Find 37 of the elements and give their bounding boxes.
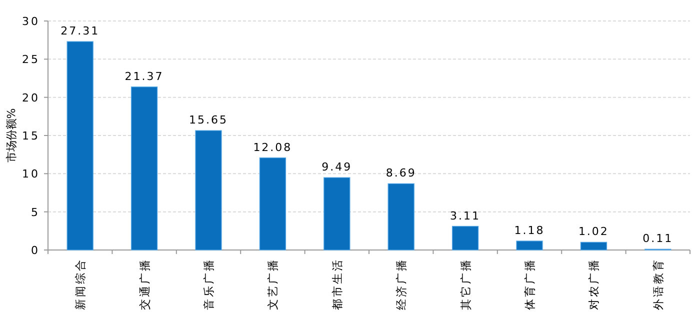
x-tick-label: 外语教育 <box>652 258 665 310</box>
bar <box>259 157 286 250</box>
data-label: 8.69 <box>386 166 416 180</box>
y-tick-label: 25 <box>22 53 40 66</box>
data-label: 15.65 <box>189 114 228 127</box>
y-tick-label: 15 <box>22 130 40 142</box>
x-tick-label: 其它广播 <box>459 258 472 310</box>
y-axis-title: 市场份额% <box>5 108 18 163</box>
x-tick-label: 都市生活 <box>330 258 344 310</box>
x-tick-label: 体育广播 <box>524 258 536 310</box>
bar <box>516 240 543 250</box>
bar <box>324 177 350 250</box>
y-tick-label: 30 <box>22 15 40 28</box>
data-label: 21.37 <box>124 70 164 83</box>
x-tick-label: 交通广播 <box>138 258 152 310</box>
y-tick-label: 5 <box>31 206 40 219</box>
data-label: 1.18 <box>514 224 545 237</box>
data-label: 12.08 <box>253 140 292 154</box>
bar <box>66 41 94 250</box>
y-tick-label: 0 <box>31 244 40 257</box>
y-tick-label: 20 <box>22 91 40 104</box>
x-tick-label: 经济广播 <box>395 258 408 310</box>
bar <box>195 130 222 250</box>
bar <box>580 242 608 250</box>
y-tick-label: 10 <box>22 168 40 181</box>
x-tick-label: 音乐广播 <box>202 258 216 310</box>
x-tick-label: 文艺广播 <box>266 258 280 310</box>
data-label: 9.49 <box>322 160 352 174</box>
x-tick-label: 对农广播 <box>588 258 601 310</box>
bar <box>130 86 158 250</box>
bar <box>388 183 414 250</box>
data-label: 0.11 <box>642 232 674 246</box>
data-label: 1.02 <box>578 225 609 238</box>
x-tick-label: 新闻综合 <box>74 258 88 310</box>
bar <box>452 226 479 250</box>
data-label: 3.11 <box>450 209 481 222</box>
data-label: 27.31 <box>60 24 100 38</box>
